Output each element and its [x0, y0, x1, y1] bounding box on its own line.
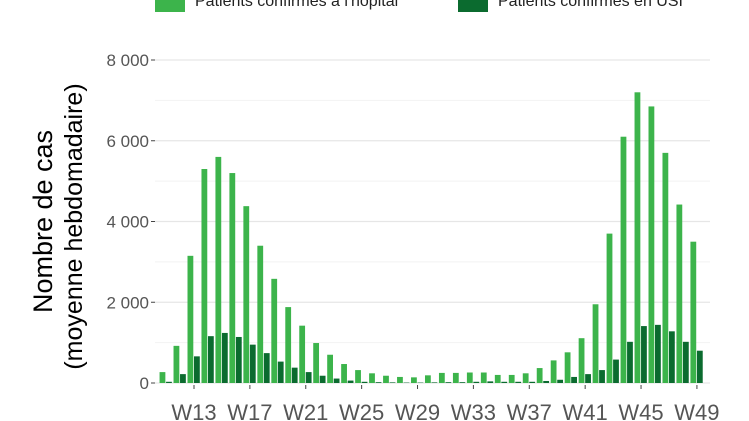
bar-icu	[571, 376, 577, 383]
bar-hospital	[383, 375, 389, 383]
x-tick-label: W25	[339, 400, 384, 421]
bar-hospital	[327, 354, 333, 383]
bar-icu	[221, 332, 228, 383]
bar-icu	[166, 381, 172, 383]
x-tick-label: W41	[563, 400, 608, 421]
legend-label: Patients confirmés à l'hôpital	[195, 0, 398, 10]
bar-hospital	[550, 360, 557, 383]
bar-hospital	[229, 173, 236, 383]
x-tick-label: W49	[674, 400, 719, 421]
bar-icu	[375, 382, 382, 383]
x-tick-label: W37	[507, 400, 552, 421]
bar-hospital	[355, 370, 361, 383]
bar-icu	[682, 341, 689, 383]
bar-icu	[305, 372, 312, 383]
bar-hospital	[271, 278, 278, 383]
bar-icu	[207, 336, 214, 383]
legend-label: Patients confirmés en USI	[498, 0, 683, 10]
bar-icu	[515, 381, 522, 383]
bar-hospital	[648, 106, 655, 384]
x-tick-label: W29	[395, 400, 440, 421]
y-axis-subtitle: (moyenne hebdomadaire)	[60, 83, 88, 369]
bar-icu	[655, 324, 661, 383]
bar-hospital	[480, 372, 487, 383]
bar-icu	[291, 367, 298, 383]
x-tick-label: W17	[227, 400, 272, 421]
bar-icu	[445, 382, 452, 383]
y-tick-label: 4 000	[106, 213, 149, 232]
y-tick-label: 2 000	[106, 293, 149, 312]
bar-icu	[180, 374, 186, 383]
bar-icu	[473, 381, 480, 383]
bar-hospital	[466, 372, 473, 383]
bar-icu	[235, 336, 242, 383]
bar-hospital	[299, 325, 306, 383]
bar-hospital	[620, 136, 627, 383]
bar-icu	[347, 380, 354, 383]
y-tick-label: 0	[140, 374, 149, 393]
bar-icu	[641, 326, 647, 383]
bar-hospital	[494, 374, 501, 383]
legend-swatch	[155, 0, 185, 12]
bar-icu	[543, 380, 550, 383]
bar-hospital	[452, 372, 459, 383]
bar-icu	[501, 381, 508, 383]
bar-hospital	[369, 373, 375, 383]
bar-icu	[613, 359, 619, 383]
bar-icu	[627, 341, 633, 383]
bar-hospital	[578, 338, 585, 383]
bar-hospital	[257, 245, 264, 383]
bar-hospital	[341, 364, 347, 383]
bar-hospital	[201, 169, 208, 383]
legend-swatch	[458, 0, 488, 12]
bar-hospital	[536, 368, 543, 383]
bar-hospital	[592, 304, 599, 383]
bar-icu	[277, 361, 284, 383]
bar-icu	[696, 350, 703, 383]
bar-icu	[194, 356, 200, 383]
x-tick-label: W21	[283, 400, 328, 421]
bar-hospital	[424, 375, 431, 383]
bar-hospital	[159, 372, 166, 383]
bar-hospital	[606, 233, 613, 383]
bar-icu	[557, 379, 564, 383]
bar-hospital	[187, 255, 194, 383]
x-tick-label: W33	[451, 400, 496, 421]
bar-icu	[319, 375, 326, 383]
bar-icu	[459, 382, 466, 383]
bar-icu	[249, 344, 256, 383]
bar-hospital	[411, 377, 417, 383]
bar-icu	[333, 378, 340, 383]
bar-icu	[668, 331, 675, 383]
y-tick-label: 8 000	[106, 51, 149, 70]
bar-hospital	[173, 345, 180, 383]
bar-icu	[361, 381, 368, 383]
bar-hospital	[215, 156, 222, 383]
bar-hospital	[508, 374, 515, 383]
bar-hospital	[313, 343, 320, 383]
bar-hospital	[676, 204, 683, 383]
x-tick-label: W45	[618, 400, 663, 421]
y-tick-label: 6 000	[106, 132, 149, 151]
bar-icu	[389, 382, 396, 383]
bar-hospital	[522, 373, 529, 383]
bar-hospital	[285, 307, 292, 383]
bar-hospital	[690, 241, 697, 383]
bar-hospital	[564, 352, 571, 383]
bar-icu	[585, 374, 591, 383]
bar-hospital	[397, 376, 403, 383]
bar-icu	[599, 370, 605, 383]
bar-hospital	[662, 152, 669, 383]
bar-hospital	[438, 372, 445, 383]
x-tick-label: W13	[171, 400, 216, 421]
bar-hospital	[634, 92, 641, 384]
bar-hospital	[243, 206, 250, 383]
bar-icu	[487, 381, 494, 383]
y-axis-title: Nombre de cas	[28, 130, 58, 313]
bar-icu	[263, 353, 270, 383]
bar-icu	[529, 381, 536, 383]
bar-icu	[431, 382, 438, 383]
